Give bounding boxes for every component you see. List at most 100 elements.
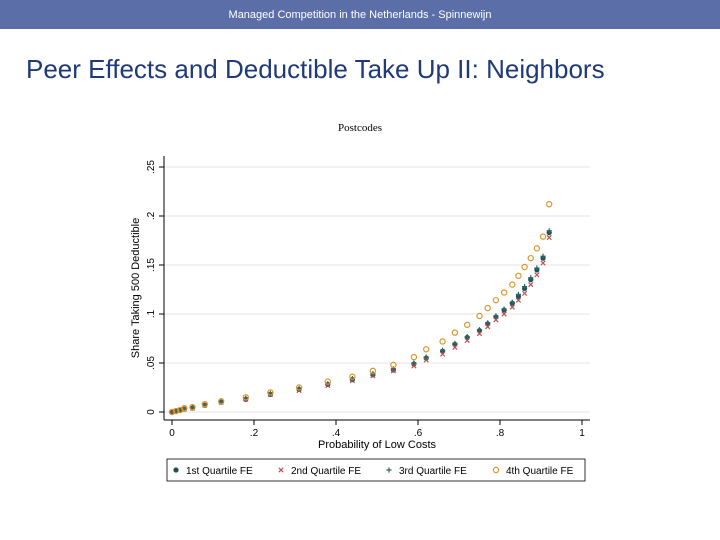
- data-point: [515, 291, 522, 297]
- x-axis-title: Probability of Low Costs: [318, 439, 436, 451]
- x-tick-label: 1: [579, 428, 585, 439]
- data-point: [534, 265, 540, 271]
- slide-title: Peer Effects and Deductible Take Up II: …: [26, 54, 605, 84]
- data-point: [464, 337, 470, 344]
- series-3: [169, 228, 552, 415]
- data-point: [515, 272, 522, 279]
- data-point: [540, 260, 546, 266]
- data-point: [267, 389, 274, 396]
- x-tick-label: .6: [414, 428, 423, 439]
- data-point: [546, 201, 553, 208]
- data-point: [439, 338, 446, 345]
- data-point: [451, 329, 459, 336]
- y-tick-label: .25: [146, 160, 157, 174]
- y-tick-label: .2: [146, 211, 157, 220]
- data-point: [509, 304, 515, 310]
- data-point: [521, 290, 528, 297]
- data-point: [476, 327, 483, 333]
- data-point: [509, 281, 516, 288]
- data-point: [476, 330, 483, 337]
- legend-item: 1st Quartile FE: [173, 466, 253, 477]
- data-point: [484, 304, 491, 312]
- data-point: [242, 394, 249, 401]
- data-point: [546, 234, 552, 241]
- data-point: [172, 407, 180, 415]
- legend-marker: [278, 467, 284, 473]
- data-point: [485, 320, 491, 326]
- data-point: [515, 297, 522, 303]
- data-point: [423, 346, 430, 353]
- data-point: [493, 317, 499, 323]
- data-point: [464, 321, 471, 328]
- data-point: [492, 297, 500, 304]
- data-point: [528, 281, 534, 288]
- data-point: [522, 283, 528, 290]
- data-point: [533, 245, 541, 252]
- data-point: [369, 367, 377, 375]
- data-point: [411, 360, 417, 366]
- data-point: [540, 253, 546, 259]
- header-bar: Managed Competition in the Netherlands -…: [0, 0, 720, 29]
- data-point: [476, 312, 483, 320]
- data-point: [485, 324, 491, 330]
- data-point: [440, 347, 446, 353]
- x-tick-label: .8: [496, 428, 505, 439]
- data-point: [218, 398, 224, 404]
- data-point: [534, 272, 540, 278]
- y-tick-label: .1: [146, 309, 157, 318]
- legend-label: 2nd Quartile FE: [291, 466, 361, 477]
- data-point: [452, 344, 458, 350]
- data-point: [501, 306, 507, 312]
- data-point: [189, 404, 196, 410]
- chart-title: Postcodes: [338, 122, 382, 134]
- data-point: [349, 373, 356, 380]
- legend-item: 2nd Quartile FE: [278, 466, 361, 477]
- y-tick-label: .05: [146, 356, 157, 370]
- y-tick-label: 0: [146, 409, 157, 415]
- data-point: [452, 340, 458, 346]
- legend-box: [166, 458, 586, 482]
- data-point: [201, 400, 208, 408]
- legend-marker: [386, 467, 392, 473]
- data-point: [295, 384, 303, 391]
- data-point: [168, 408, 176, 416]
- x-tick-label: 0: [169, 428, 175, 439]
- header-text: Managed Competition in the Netherlands -…: [228, 9, 492, 21]
- data-point: [410, 353, 418, 361]
- data-point: [217, 398, 225, 405]
- legend-item: 4th Quartile FE: [492, 466, 574, 477]
- legend-item: 3rd Quartile FE: [386, 466, 467, 477]
- series-1: [169, 230, 552, 415]
- legend-marker: [492, 466, 500, 474]
- data-point: [324, 378, 331, 385]
- data-point: [464, 333, 470, 340]
- series-2: [169, 234, 552, 415]
- y-tick-label: .15: [146, 258, 157, 272]
- data-point: [527, 254, 534, 262]
- data-point: [181, 404, 188, 412]
- data-point: [501, 311, 507, 317]
- data-point: [500, 289, 508, 296]
- series-4: [168, 201, 553, 416]
- data-point: [509, 299, 515, 305]
- x-tick-label: .4: [332, 428, 341, 439]
- legend-label: 1st Quartile FE: [186, 466, 253, 477]
- y-axis-title: Share Taking 500 Deductible: [130, 218, 142, 358]
- data-point: [528, 275, 534, 281]
- data-point: [439, 351, 446, 357]
- x-tick-label: .2: [250, 428, 259, 439]
- legend-label: 4th Quartile FE: [506, 466, 574, 477]
- data-point: [546, 228, 552, 234]
- data-point: [423, 354, 429, 360]
- data-point: [189, 403, 196, 411]
- data-point: [539, 233, 547, 240]
- data-point: [390, 361, 397, 369]
- legend: 1st Quartile FE 2nd Quartile FE 3rd Quarti…: [166, 458, 586, 482]
- legend-marker: [173, 467, 179, 473]
- data-point: [493, 313, 499, 319]
- legend-label: 3rd Quartile FE: [399, 466, 467, 477]
- data-point: [423, 357, 429, 363]
- data-point: [411, 363, 417, 369]
- data-point: [521, 263, 528, 271]
